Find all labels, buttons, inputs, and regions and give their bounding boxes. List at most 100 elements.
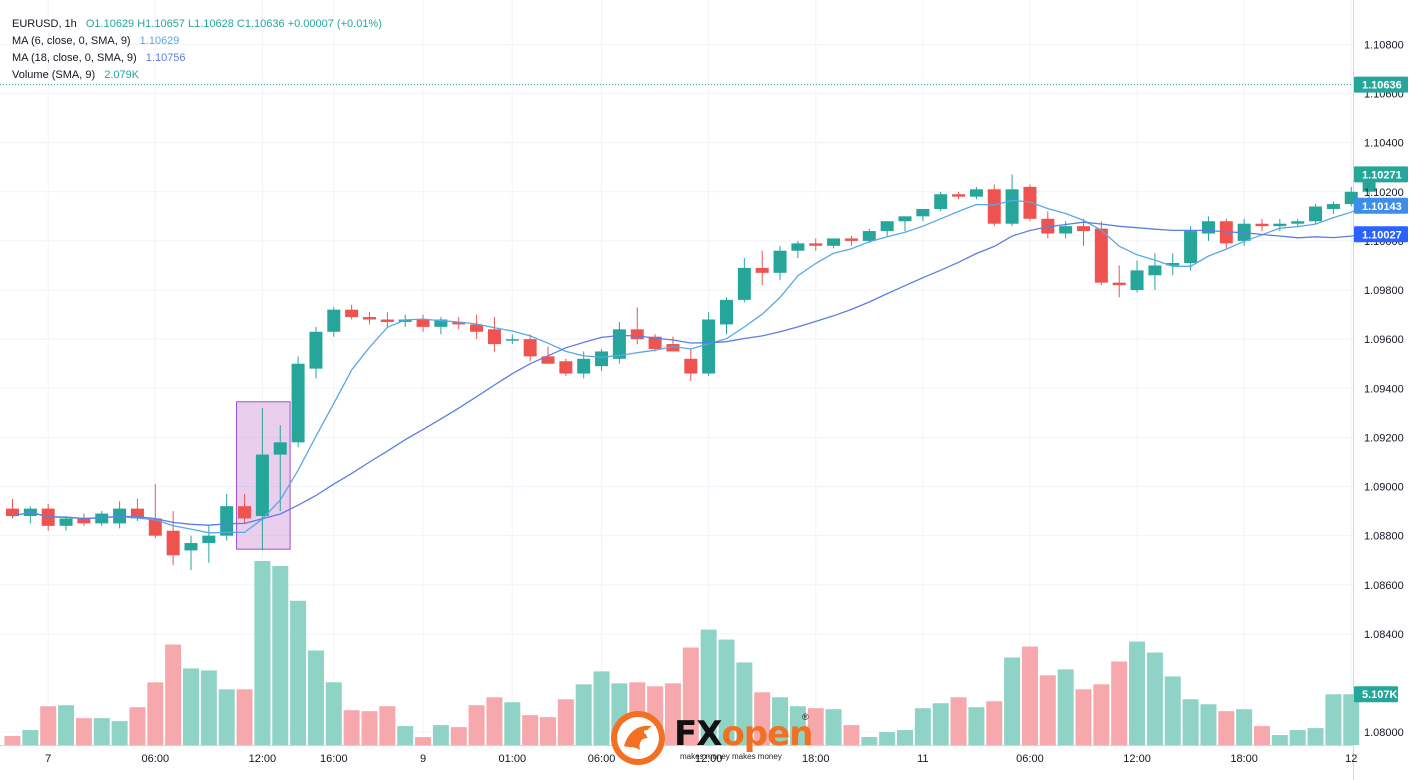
volume-bar (4, 736, 21, 745)
candle-body (1291, 221, 1305, 224)
candle (844, 235, 858, 246)
candle (1326, 201, 1340, 214)
candle (416, 314, 430, 332)
candle (559, 358, 573, 376)
candle (202, 525, 216, 563)
candle (148, 484, 162, 539)
volume-bar (361, 711, 378, 745)
volume-bar (415, 737, 432, 745)
price-tick-label: 1.08600 (1364, 580, 1404, 592)
volume-bar (1271, 735, 1288, 745)
legend-ma18-row[interactable]: MA (18, close, 0, SMA, 9) 1.10756 (12, 50, 382, 67)
candle-body (327, 309, 341, 332)
candle-body (1059, 226, 1073, 234)
candle-body (1273, 223, 1287, 227)
candle (666, 336, 680, 352)
candle (809, 238, 823, 251)
candle-body (648, 336, 662, 349)
candle (255, 407, 269, 551)
legend-volume-row[interactable]: Volume (SMA, 9) 2.079K (12, 67, 382, 84)
candle-body (1077, 226, 1090, 232)
volume-bar (522, 715, 539, 745)
volume-bar (861, 737, 878, 745)
volume-bar (200, 670, 217, 745)
volume-bar (1111, 661, 1128, 745)
candle (309, 326, 323, 379)
price-tick-label: 1.09400 (1364, 383, 1404, 395)
candle (523, 334, 537, 362)
volume-bar (718, 639, 735, 745)
volume-bar (1254, 726, 1270, 745)
candle (1255, 218, 1269, 232)
price-tick-label: 1.10400 (1364, 138, 1404, 150)
volume-bar (1057, 669, 1074, 745)
time-tick-label: 9 (420, 753, 426, 765)
price-tick-label: 1.08000 (1364, 727, 1404, 739)
candle-body (541, 356, 555, 364)
candle (452, 317, 466, 330)
volume-bar (1146, 652, 1163, 745)
candle-body (969, 189, 983, 197)
candle-body (130, 508, 144, 519)
price-badge-label: 1.10143 (1362, 201, 1402, 213)
candle (791, 240, 805, 259)
candle-body (95, 513, 109, 524)
volume-bar (432, 725, 449, 745)
volume-bar (22, 730, 39, 745)
time-tick-label: 18:00 (1230, 753, 1258, 765)
candle (470, 314, 484, 340)
candle-body (862, 231, 876, 241)
candle (595, 348, 609, 372)
candle (755, 250, 769, 286)
price-badge-label: 1.10027 (1362, 229, 1402, 241)
price-axis[interactable]: 1.108001.106001.104001.102001.100001.098… (1354, 39, 1408, 739)
candle-body (791, 243, 805, 251)
candle-body (684, 358, 698, 374)
time-tick-label: 06:00 (142, 753, 170, 765)
candle-body (487, 329, 501, 345)
volume-bar (540, 717, 556, 745)
candle-body (291, 363, 305, 443)
symbol-label: EURUSD, 1h (12, 18, 77, 30)
time-axis[interactable]: 7 06:00 12:00 16:00 9 01:00 06:00 12:00 18:00 11 0… (45, 753, 1357, 765)
candle-body (1309, 206, 1323, 222)
candle (505, 334, 519, 345)
candle-body (309, 331, 323, 369)
volume-bar (504, 702, 521, 745)
legend-ma6-row[interactable]: MA (6, close, 0, SMA, 9) 1.10629 (12, 33, 382, 50)
time-tick-label: 06:00 (1016, 753, 1044, 765)
volume-bar (1129, 641, 1146, 745)
candle (898, 216, 912, 232)
volume-bar (986, 701, 1003, 745)
candle (684, 348, 698, 381)
volume-bar (1164, 676, 1181, 745)
volume-bar (1004, 657, 1021, 745)
brand-open: open (721, 714, 813, 754)
plot-background (0, 0, 1353, 745)
candle-body (595, 351, 609, 367)
candle (345, 304, 359, 320)
volume-bar (218, 689, 235, 745)
brand-wordmark: FXopen (674, 714, 813, 754)
candle-body (345, 309, 359, 318)
candle-body (773, 250, 787, 273)
candle-body (666, 344, 680, 352)
candle-body (220, 506, 234, 536)
ma6-line (12, 199, 1370, 534)
candle (880, 221, 894, 236)
price-tick-label: 1.09800 (1364, 285, 1404, 297)
registered-mark: ® (802, 712, 809, 722)
volume-bar (1218, 711, 1235, 745)
candle-body (505, 339, 519, 341)
candle (380, 312, 394, 327)
candle-body (148, 518, 162, 536)
candle (969, 186, 983, 200)
candle-body (470, 324, 484, 332)
volume-bar (325, 682, 342, 745)
volume-bar (111, 721, 128, 745)
volume-bar (147, 682, 164, 745)
candle-body (1326, 204, 1340, 209)
candle (648, 334, 662, 352)
candle-body (255, 454, 269, 517)
